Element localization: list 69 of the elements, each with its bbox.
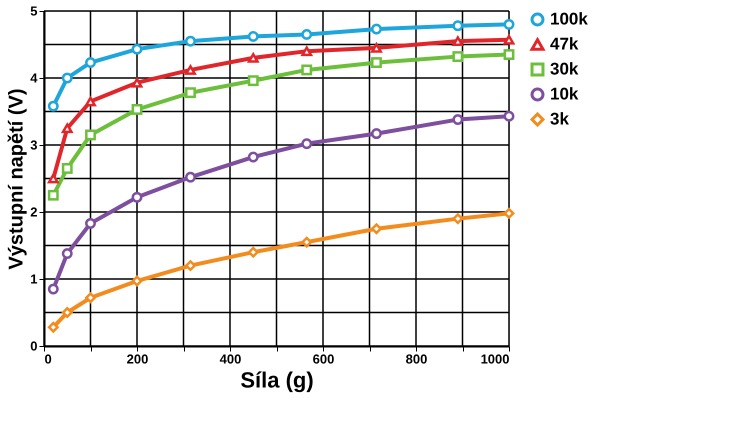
point	[132, 192, 142, 203]
point	[452, 114, 464, 125]
point	[371, 128, 382, 140]
y-axis-title: Výstupní napětí (V)	[5, 88, 28, 270]
point	[62, 163, 73, 174]
point	[85, 96, 96, 106]
point	[48, 100, 59, 112]
point	[504, 208, 514, 219]
point	[85, 130, 96, 140]
point	[48, 284, 59, 294]
point	[371, 223, 382, 234]
point	[185, 36, 196, 47]
point	[248, 31, 259, 42]
x-tick-label: 400	[220, 352, 242, 366]
legend-label: 100k	[550, 10, 588, 28]
point	[452, 213, 464, 224]
x-tick-label: 600	[312, 352, 334, 366]
legend-label: 30k	[550, 60, 579, 78]
point	[185, 260, 196, 272]
point	[62, 72, 73, 84]
point	[185, 172, 196, 183]
x-tick-label: 1000	[480, 352, 510, 366]
point	[132, 44, 142, 55]
point	[371, 24, 382, 35]
point	[452, 20, 464, 32]
point	[301, 46, 312, 56]
point	[85, 57, 96, 68]
point	[185, 87, 196, 98]
point	[504, 34, 514, 45]
y-tick-label: 5	[30, 4, 38, 18]
point	[85, 292, 96, 304]
point	[371, 42, 382, 53]
y-tick-label: 1	[30, 272, 38, 286]
legend-label: 47k	[550, 34, 579, 54]
point	[48, 190, 59, 201]
point	[132, 104, 142, 115]
point	[452, 36, 464, 46]
legend-label: 3k	[550, 110, 570, 128]
y-tick-label: 0	[30, 338, 38, 354]
point	[504, 110, 514, 122]
point	[185, 65, 196, 75]
legend-label: 10k	[550, 84, 579, 104]
point	[48, 322, 59, 333]
point	[62, 248, 73, 259]
point	[132, 78, 142, 88]
point	[452, 51, 464, 62]
point	[248, 53, 259, 63]
point	[504, 49, 514, 60]
point	[301, 64, 312, 76]
point	[48, 174, 59, 184]
y-tick-label: 3	[30, 138, 38, 152]
x-axis-title: Síla (g)	[240, 368, 314, 392]
point	[132, 276, 142, 286]
x-tick-label: 0	[44, 352, 52, 366]
point	[62, 307, 73, 318]
point	[62, 123, 73, 134]
point	[371, 57, 382, 68]
point	[248, 246, 259, 258]
point	[248, 152, 259, 162]
point	[301, 138, 312, 150]
point	[504, 18, 514, 30]
point	[248, 75, 259, 86]
x-tick-label: 800	[406, 352, 428, 366]
point	[301, 236, 312, 248]
point	[85, 218, 96, 229]
y-tick-label: 4	[30, 70, 38, 86]
point	[301, 29, 312, 40]
y-tick-label: 2	[30, 204, 38, 220]
x-tick-label: 200	[126, 352, 148, 366]
